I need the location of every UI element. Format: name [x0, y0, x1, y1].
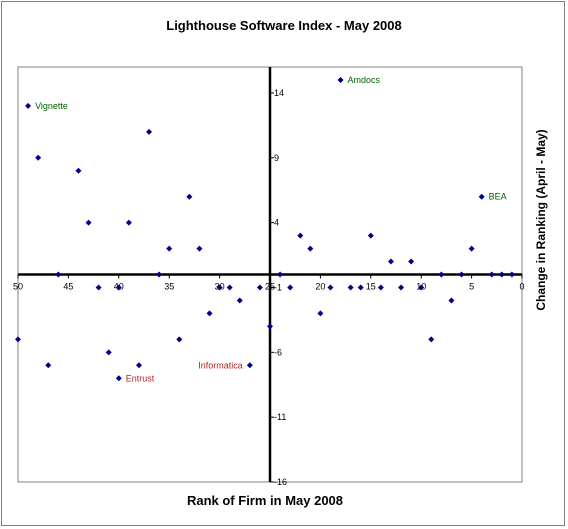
y-tick-label: 4 — [274, 218, 279, 228]
x-tick-label: 20 — [315, 282, 325, 292]
data-point — [498, 271, 505, 278]
data-point — [15, 336, 21, 343]
data-point — [287, 284, 294, 291]
x-tick-label: 5 — [469, 282, 474, 292]
data-point — [206, 310, 213, 317]
point-annotation: Vignette — [35, 101, 68, 111]
data-point — [408, 258, 415, 265]
y-tick-label: -16 — [274, 477, 287, 487]
x-tick-label: 15 — [366, 282, 376, 292]
data-point — [418, 284, 425, 291]
data-point — [367, 232, 374, 239]
data-point — [186, 193, 193, 200]
data-point — [267, 323, 273, 330]
data-point — [377, 284, 384, 291]
data-point — [357, 284, 364, 291]
data-point — [398, 284, 405, 291]
data-point — [156, 271, 163, 278]
data-point — [216, 284, 223, 291]
data-point — [115, 375, 122, 382]
data-point — [115, 284, 122, 291]
data-point — [196, 245, 203, 252]
y-axis-label: Change in Ranking (April - May) — [534, 129, 548, 311]
data-point — [226, 284, 233, 291]
data-point — [337, 76, 344, 83]
data-point — [448, 297, 455, 304]
data-point — [75, 167, 82, 174]
data-point — [317, 310, 324, 317]
data-point — [307, 245, 314, 252]
x-tick-label: 50 — [13, 282, 23, 292]
data-point — [105, 349, 112, 356]
data-point — [246, 362, 253, 369]
data-point — [438, 271, 445, 278]
data-point — [508, 271, 515, 278]
data-point — [166, 245, 173, 252]
data-point — [146, 128, 153, 135]
data-point — [387, 258, 394, 265]
data-point — [125, 219, 132, 226]
data-point — [256, 284, 263, 291]
point-annotation: BEA — [489, 192, 507, 202]
data-point — [347, 284, 354, 291]
y-tick-label: 9 — [274, 153, 279, 163]
data-point — [488, 271, 495, 278]
x-tick-label: 0 — [519, 282, 524, 292]
data-point — [95, 284, 102, 291]
point-annotation: Amdocs — [348, 75, 381, 85]
x-tick-label: 35 — [164, 282, 174, 292]
data-point — [277, 271, 284, 278]
data-point — [236, 297, 243, 304]
data-point — [35, 154, 42, 161]
data-point — [478, 193, 485, 200]
data-point — [176, 336, 183, 343]
data-point — [55, 271, 62, 278]
data-point — [25, 102, 32, 109]
x-axis-label: Rank of Firm in May 2008 — [186, 493, 344, 508]
data-point — [85, 219, 92, 226]
y-tick-label: -6 — [274, 347, 282, 357]
y-tick-label: 14 — [274, 88, 284, 98]
data-point — [327, 284, 334, 291]
data-point — [468, 245, 475, 252]
data-point — [428, 336, 435, 343]
chart-title: Lighthouse Software Index - May 2008 — [166, 18, 402, 33]
point-annotation: Informatica — [198, 360, 243, 370]
data-point — [458, 271, 465, 278]
y-tick-label: -1 — [274, 282, 282, 292]
data-point — [45, 362, 52, 369]
data-point — [135, 362, 142, 369]
y-tick-label: -11 — [274, 412, 286, 422]
x-tick-label: 45 — [63, 282, 73, 292]
data-point — [297, 232, 304, 239]
point-annotation: Entrust — [126, 373, 155, 383]
x-tick-label: 25 — [265, 282, 275, 292]
